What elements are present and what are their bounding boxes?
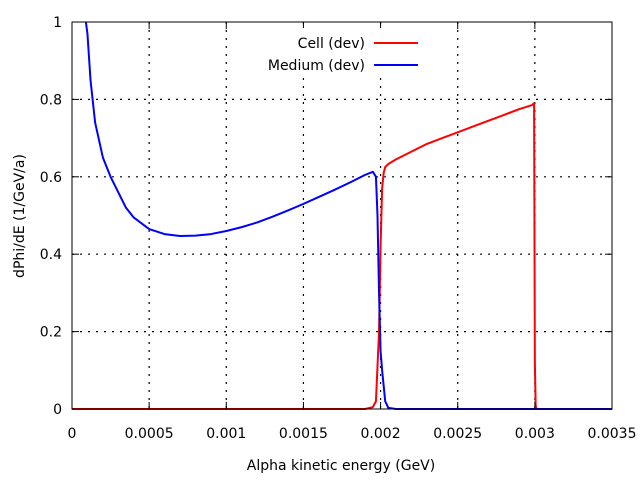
x-tick-label: 0.001 [206,426,246,442]
y-axis-title: dPhi/dE (1/GeV/a) [12,154,28,278]
x-tick-label: 0.0005 [125,426,174,442]
x-axis-title: Alpha kinetic energy (GeV) [247,458,435,474]
legend: Cell (dev) Medium (dev) [250,28,425,78]
y-tick-label: 0.4 [40,247,62,263]
legend-background [250,28,425,78]
series-layer [72,21,612,410]
x-tick-label: 0.0025 [433,426,482,442]
x-tick-label: 0.0035 [588,426,637,442]
series-line-0 [72,102,612,410]
x-tick-label: 0.003 [515,426,555,442]
legend-label: Medium (dev) [268,58,365,74]
legend-label: Cell (dev) [298,36,365,52]
ticks: 0 0.0005 0.001 0.0015 0.002 0.0025 0.003 0.0035… [40,15,637,442]
plot-frame [71,21,613,410]
y-tick-label: 0.2 [40,325,62,341]
x-tick-label: 0 [68,426,77,442]
y-tick-label: 0 [53,402,62,418]
y-tick-label: 1 [53,15,62,31]
y-tick-label: 0.6 [40,170,62,186]
x-tick-label: 0.0015 [279,426,328,442]
y-tick-label: 0.8 [40,92,62,108]
series-line-1 [84,21,612,410]
grid [72,22,612,409]
x-tick-label: 0.002 [361,426,401,442]
